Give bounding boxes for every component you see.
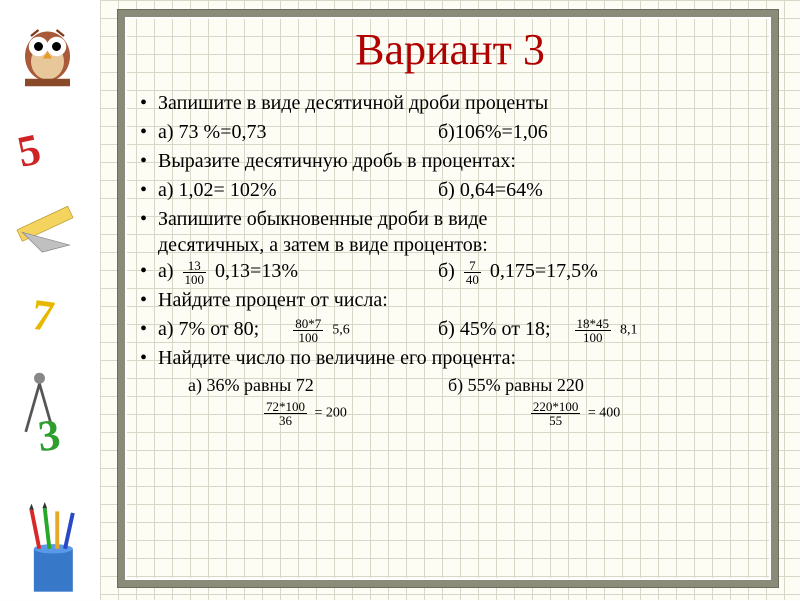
frac-72x100: 72*100 36 [264,400,307,427]
line-7: Найдите процент от числа: [140,286,760,315]
owl-icon [10,15,85,90]
digit-5: 5 [13,123,45,177]
line-2: а) 73 %=0,73 б)106%=1,06 [140,118,760,147]
ruler-icon [10,200,80,260]
l8b-res: 8,1 [620,322,638,337]
frac-220x100: 220*100 55 [531,400,581,427]
line-9: Найдите число по величине его процента: [140,344,760,373]
f2-res: = 400 [588,406,620,421]
frac-7-40: 7 40 [464,259,481,286]
l4b: б) 0,64=64% [438,176,543,205]
line-6: а) 13 100 0,13=13% б) 7 40 0,175=17,5% [140,257,760,286]
l6b-post: 0,175=17,5% [490,260,598,282]
l2b: б)106%=1,06 [438,118,548,147]
l8b: б) 45% от 18; [438,318,551,340]
l4a: а) 1,02= 102% [158,176,438,205]
l6a-post: 0,13=13% [215,260,298,282]
line-10: а) 36% равны 72 б) 55% равны 220 [140,375,760,396]
line-8: а) 7% от 80; 80*7 100 5,6 б) 45% от 18; … [140,315,760,344]
line-1: Запишите в виде десятичной дроби процент… [140,89,760,118]
pencil-cup-icon [12,502,90,592]
formula-row: 72*100 36 = 200 220*100 55 = 400 [140,400,760,427]
l8a-res: 5,6 [332,322,350,337]
left-decorations: 5 7 3 [0,0,100,600]
frac-80x7: 80*7 100 [293,317,323,344]
l2a: а) 73 %=0,73 [158,118,438,147]
frac-18x45: 18*45 100 [575,317,612,344]
slide-content: Вариант 3 Запишите в виде десятичной дро… [140,24,760,427]
l10a: а) 36% равны 72 [188,375,448,396]
l10b: б) 55% равны 220 [448,375,584,396]
line-5: Запишите обыкновенные дроби в виде [140,205,760,234]
l6b-pre: б) [438,260,460,282]
l8a: а) 7% от 80; [158,318,259,340]
digit-7: 7 [29,289,58,343]
line-3: Выразите десятичную дробь в процентах: [140,147,760,176]
f1-res: = 200 [315,406,347,421]
line-4: а) 1,02= 102% б) 0,64=64% [140,176,760,205]
frac-13-100: 13 100 [183,259,207,286]
slide-title: Вариант 3 [140,24,760,75]
line-5-cont: десятичных, а затем в виде процентов: [140,234,760,257]
l6a-pre: а) [158,260,179,282]
